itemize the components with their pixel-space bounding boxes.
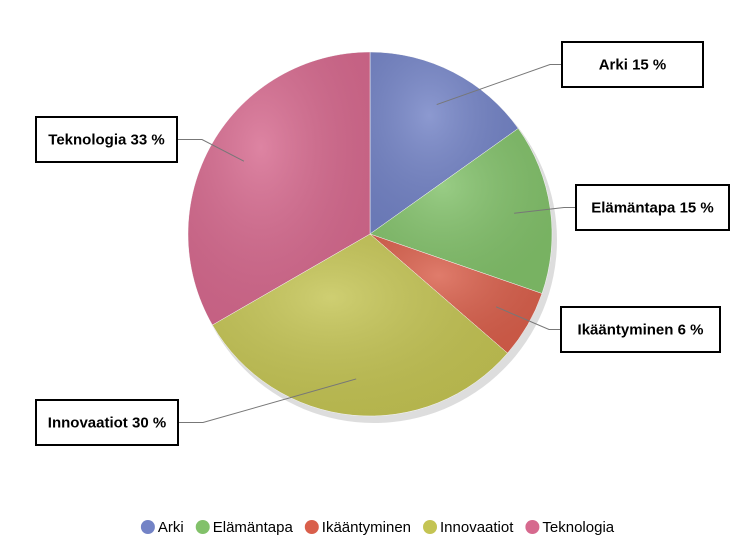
- data-label: Elämäntapa 15 %: [591, 199, 714, 216]
- label-category: Teknologia: [48, 131, 127, 148]
- label-value: 33 %: [131, 131, 165, 148]
- data-label: Innovaatiot 30 %: [48, 414, 166, 431]
- data-labels: Arki 15 %Elämäntapa 15 %Ikääntyminen 6 %…: [35, 41, 730, 446]
- leader-line: [514, 207, 576, 214]
- label-box: [560, 306, 721, 353]
- pie: [187, 51, 553, 417]
- label-category: Ikääntyminen: [578, 321, 674, 338]
- slice-shade: [370, 234, 542, 354]
- legend-marker: [195, 520, 210, 534]
- label-box: [561, 41, 704, 88]
- leader-line: [177, 139, 245, 162]
- legend-label: Ikääntyminen: [322, 519, 411, 536]
- label-box: [35, 399, 179, 446]
- data-label: Ikääntyminen 6 %: [578, 321, 704, 338]
- label-value: 30 %: [132, 414, 166, 431]
- label-category: Elämäntapa: [591, 199, 676, 216]
- slice-shade: [212, 234, 508, 416]
- legend-marker: [304, 520, 319, 534]
- label-category: Innovaatiot: [48, 414, 128, 431]
- label-category: Arki: [599, 56, 628, 73]
- label-value: 6 %: [678, 321, 704, 338]
- legend-marker: [140, 520, 155, 534]
- legend-label: Elämäntapa: [213, 519, 294, 536]
- slice-shade: [188, 52, 370, 325]
- legend-label: Teknologia: [542, 519, 614, 536]
- legend-marker: [423, 520, 438, 534]
- leader-line: [178, 378, 357, 423]
- label-value: 15 %: [680, 199, 714, 216]
- label-box: [575, 184, 730, 231]
- slice-shade: [370, 52, 519, 234]
- leader-line: [495, 306, 561, 330]
- label-box: [35, 116, 178, 163]
- data-label: Teknologia 33 %: [48, 131, 164, 148]
- leader-line: [436, 64, 562, 106]
- legend: Arki Elämäntapa Ikääntyminen Innovaatiot Tek…: [140, 519, 615, 536]
- label-value: 15 %: [632, 56, 666, 73]
- slice-shade: [370, 128, 552, 294]
- data-label: Arki 15 %: [599, 56, 667, 73]
- legend-marker: [525, 520, 540, 534]
- legend-label: Innovaatiot: [440, 519, 514, 536]
- legend-label: Arki: [158, 519, 184, 536]
